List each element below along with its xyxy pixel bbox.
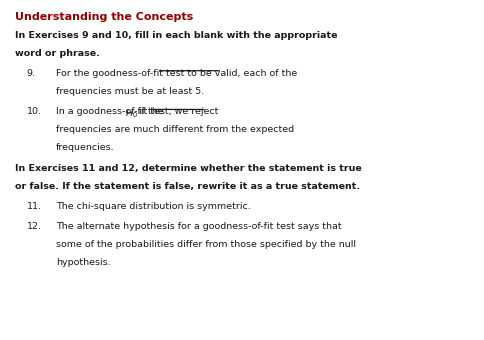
- Text: frequencies must be at least 5.: frequencies must be at least 5.: [56, 87, 204, 96]
- Text: 12.: 12.: [27, 222, 42, 231]
- Text: In Exercises 11 and 12, determine whether the statement is true: In Exercises 11 and 12, determine whethe…: [15, 164, 361, 173]
- Text: 11.: 11.: [27, 202, 42, 211]
- Text: The chi-square distribution is symmetric.: The chi-square distribution is symmetric…: [56, 202, 250, 211]
- Text: if the: if the: [136, 107, 166, 116]
- Text: word or phrase.: word or phrase.: [15, 49, 99, 58]
- Text: The alternate hypothesis for a goodness-of-fit test says that: The alternate hypothesis for a goodness-…: [56, 222, 341, 231]
- Text: $H_0$: $H_0$: [124, 107, 137, 120]
- Text: or false. If the statement is false, rewrite it as a true statement.: or false. If the statement is false, rew…: [15, 182, 359, 191]
- Text: In a goodness-of-fit test, we reject: In a goodness-of-fit test, we reject: [56, 107, 221, 116]
- Text: hypothesis.: hypothesis.: [56, 258, 110, 267]
- Text: Understanding the Concepts: Understanding the Concepts: [15, 12, 193, 22]
- Text: In Exercises 9 and 10, fill in each blank with the appropriate: In Exercises 9 and 10, fill in each blan…: [15, 31, 336, 40]
- Text: For the goodness-of-fit test to be valid, each of the: For the goodness-of-fit test to be valid…: [56, 69, 300, 78]
- Text: 10.: 10.: [27, 107, 42, 116]
- Text: 9.: 9.: [27, 69, 36, 78]
- Text: frequencies.: frequencies.: [56, 143, 114, 152]
- Text: frequencies are much different from the expected: frequencies are much different from the …: [56, 125, 293, 134]
- Text: some of the probabilities differ from those specified by the null: some of the probabilities differ from th…: [56, 240, 355, 249]
